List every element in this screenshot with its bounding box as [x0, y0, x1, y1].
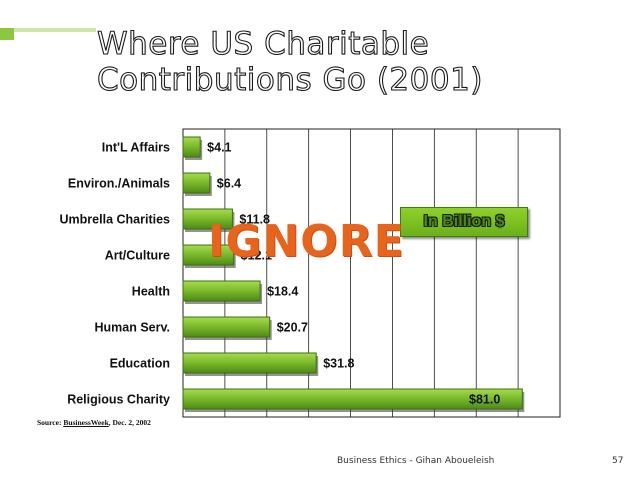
value-label: $18.4 [267, 285, 298, 299]
value-label: $6.4 [217, 177, 241, 191]
value-label: $12.1 [241, 249, 272, 263]
bar [182, 172, 211, 194]
bar [182, 244, 235, 266]
source-prefix: Source: [37, 418, 62, 427]
category-label: Art/Culture [105, 249, 170, 263]
bar [182, 136, 201, 158]
value-label: $81.0 [469, 393, 500, 407]
category-label: Human Serv. [95, 321, 171, 335]
value-label: $11.8 [239, 213, 270, 227]
category-label: Education [110, 357, 170, 371]
slide-title: Where US Charitable Contributions Go (20… [96, 25, 483, 98]
bar [182, 352, 317, 374]
category-label: Environ./Animals [68, 177, 170, 191]
slide-footer: Business Ethics - Gihan Aboueleish [337, 456, 495, 466]
title-accent-line [14, 28, 96, 32]
category-label: Religious Charity [67, 393, 170, 407]
title-accent-block [0, 28, 14, 40]
bar [182, 280, 261, 302]
category-label: Int'L Affairs [102, 141, 170, 155]
value-label: $20.7 [277, 321, 308, 335]
ignore-overlay-text: IGNORE [208, 216, 405, 267]
source-publication: BusinessWeek [63, 418, 109, 427]
bar [182, 388, 523, 410]
slide-title-line-2: Contributions Go (2001) [96, 61, 483, 98]
bar [182, 316, 271, 338]
bar [182, 208, 233, 230]
value-label: $4.1 [207, 141, 231, 155]
source-date: , Dec. 2, 2002 [108, 418, 151, 427]
page-number: 57 [612, 456, 624, 466]
slide-title-line-1: Where US Charitable [96, 25, 430, 62]
category-label: Health [132, 285, 170, 299]
unit-label-box: In Billion $ [400, 207, 528, 237]
value-label: $31.8 [323, 357, 354, 371]
source-note: Source: BusinessWeek, Dec. 2, 2002 [37, 418, 151, 427]
category-label: Umbrella Charities [60, 213, 171, 227]
